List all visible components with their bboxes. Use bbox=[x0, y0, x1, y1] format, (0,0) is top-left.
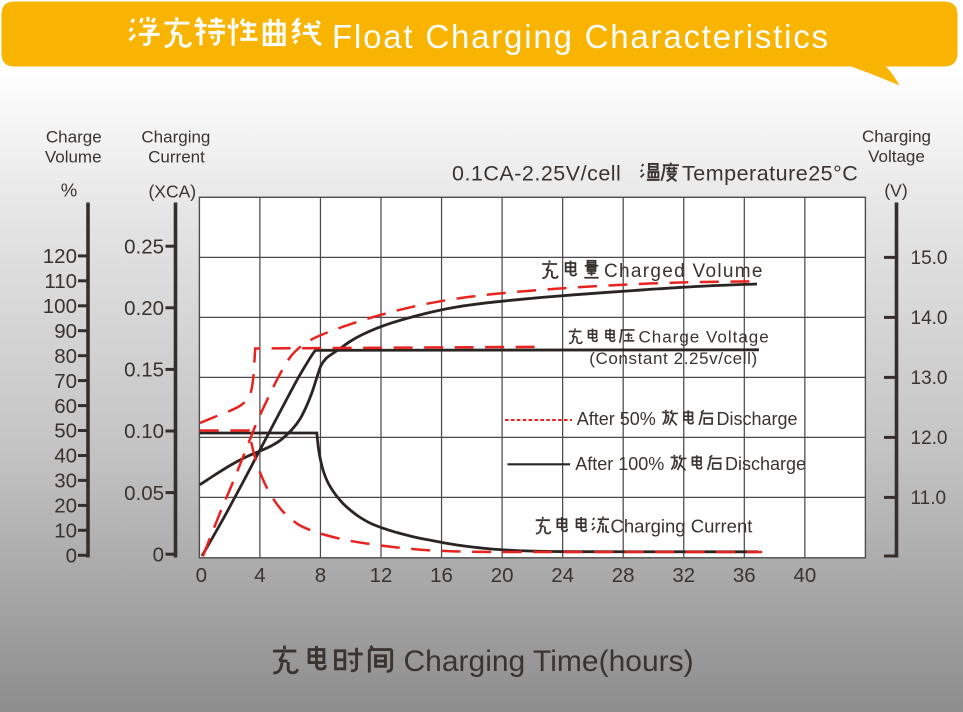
svg-text:80: 80 bbox=[54, 345, 77, 368]
svg-text:Discharge: Discharge bbox=[725, 454, 806, 474]
svg-text:40: 40 bbox=[793, 564, 816, 587]
svg-text:32: 32 bbox=[672, 564, 695, 587]
svg-text:4: 4 bbox=[254, 564, 265, 587]
svg-text:11.0: 11.0 bbox=[911, 488, 947, 509]
svg-text:Charge Voltage: Charge Voltage bbox=[639, 328, 770, 347]
svg-text:(Constant 2.25v/cell): (Constant 2.25v/cell) bbox=[589, 349, 758, 368]
svg-text:0: 0 bbox=[153, 543, 164, 566]
svg-text:12.0: 12.0 bbox=[911, 428, 948, 449]
svg-text:0.10: 0.10 bbox=[124, 420, 164, 443]
svg-text:12: 12 bbox=[370, 564, 393, 587]
svg-text:24: 24 bbox=[551, 564, 574, 587]
svg-text:20: 20 bbox=[491, 564, 514, 587]
svg-text:0.1CA-2.25V/cell: 0.1CA-2.25V/cell bbox=[452, 162, 621, 186]
svg-text:%: % bbox=[61, 180, 77, 201]
svg-text:0.15: 0.15 bbox=[124, 359, 164, 382]
svg-text:Current: Current bbox=[148, 148, 205, 167]
svg-text:110: 110 bbox=[44, 270, 77, 293]
svg-text:36: 36 bbox=[733, 564, 756, 587]
svg-text:15.0: 15.0 bbox=[911, 248, 948, 269]
svg-text:60: 60 bbox=[54, 395, 77, 418]
svg-text:13.0: 13.0 bbox=[911, 368, 948, 389]
svg-text:0.20: 0.20 bbox=[124, 297, 164, 320]
svg-text:Charge: Charge bbox=[46, 128, 102, 147]
svg-text:0: 0 bbox=[196, 564, 207, 587]
svg-text:50: 50 bbox=[54, 420, 77, 443]
svg-text:40: 40 bbox=[54, 445, 77, 468]
svg-text:16: 16 bbox=[430, 564, 453, 587]
svg-text:0: 0 bbox=[66, 545, 77, 568]
svg-text:30: 30 bbox=[54, 470, 77, 493]
svg-text:Temperature25°C: Temperature25°C bbox=[682, 162, 858, 186]
svg-text:0.05: 0.05 bbox=[124, 482, 164, 505]
svg-text:70: 70 bbox=[54, 370, 77, 393]
svg-text:(XCA): (XCA) bbox=[148, 182, 196, 202]
svg-text:90: 90 bbox=[54, 320, 77, 343]
svg-text:8: 8 bbox=[315, 564, 326, 587]
svg-text:(V): (V) bbox=[884, 181, 907, 201]
svg-text:Charging Current: Charging Current bbox=[611, 516, 753, 537]
svg-text:Charging: Charging bbox=[141, 128, 210, 147]
svg-text:0.25: 0.25 bbox=[124, 235, 164, 258]
svg-text:Charged Volume: Charged Volume bbox=[604, 261, 764, 282]
svg-text:Charging: Charging bbox=[862, 127, 931, 146]
svg-text:Charging Time(hours): Charging Time(hours) bbox=[404, 645, 694, 678]
svg-text:After 50%: After 50% bbox=[577, 409, 656, 429]
svg-text:Voltage: Voltage bbox=[868, 147, 925, 166]
svg-text:14.0: 14.0 bbox=[911, 308, 948, 329]
svg-text:10: 10 bbox=[54, 520, 77, 543]
svg-text:100: 100 bbox=[43, 295, 77, 318]
svg-text:120: 120 bbox=[43, 245, 77, 268]
svg-text:Discharge: Discharge bbox=[717, 409, 798, 429]
svg-text:20: 20 bbox=[54, 495, 77, 518]
svg-text:After 100%: After 100% bbox=[575, 454, 664, 474]
svg-text:28: 28 bbox=[612, 564, 635, 587]
svg-text:Volume: Volume bbox=[45, 148, 102, 167]
svg-text:Float Charging Characteristics: Float Charging Characteristics bbox=[332, 18, 830, 55]
